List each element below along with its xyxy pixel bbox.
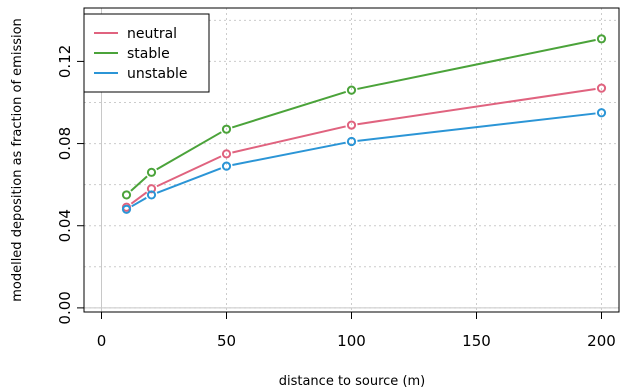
legend-label: unstable (127, 66, 188, 82)
series-line-segment (231, 90, 347, 129)
series-neutral (121, 83, 607, 212)
data-point (121, 204, 132, 214)
legend: neutral stable unstable (83, 13, 210, 93)
series-line-segment (131, 197, 147, 208)
x-tick-label: 50 (217, 332, 236, 350)
data-point (146, 190, 157, 200)
data-point (121, 190, 132, 200)
series-stable (121, 34, 607, 200)
series-line-segment (232, 141, 346, 166)
y-tick-label: 0.12 (56, 45, 74, 78)
y-tick-label: 0.04 (56, 209, 74, 242)
data-point (596, 108, 607, 118)
x-tick-label: 100 (337, 332, 366, 350)
y-axis-title: modelled deposition as fraction of emiss… (10, 18, 25, 302)
legend-label: stable (127, 46, 170, 62)
x-axis-title: distance to source (m) (279, 374, 426, 389)
data-point (346, 120, 357, 130)
legend-label: neutral (127, 26, 177, 42)
data-point (346, 85, 357, 95)
series-line-segment (357, 112, 596, 142)
x-axis: 0 50 100 150 200 (97, 312, 616, 350)
x-tick-label: 150 (462, 332, 491, 350)
series-line-segment (156, 167, 222, 194)
data-point (221, 124, 232, 134)
x-tick-label: 200 (587, 332, 616, 350)
series-line-segment (357, 87, 596, 126)
series-line-segment (130, 191, 148, 205)
data-point (221, 161, 232, 171)
series-line-segment (357, 39, 596, 90)
series-line-segment (156, 131, 222, 171)
series-line-segment (232, 125, 346, 154)
y-tick-label: 0.00 (56, 291, 74, 324)
data-point (596, 83, 607, 93)
data-point (146, 184, 157, 194)
series-line-segment (156, 155, 222, 188)
data-point (221, 149, 232, 159)
data-point (146, 167, 157, 177)
series-unstable (121, 108, 607, 214)
series-layer (121, 34, 607, 214)
series-line-segment (130, 175, 148, 192)
data-point (346, 136, 357, 147)
data-point (596, 34, 607, 44)
y-axis: 0.00 0.04 0.08 0.12 (56, 45, 84, 325)
y-tick-label: 0.08 (56, 127, 74, 160)
x-tick-label: 0 (97, 332, 107, 350)
